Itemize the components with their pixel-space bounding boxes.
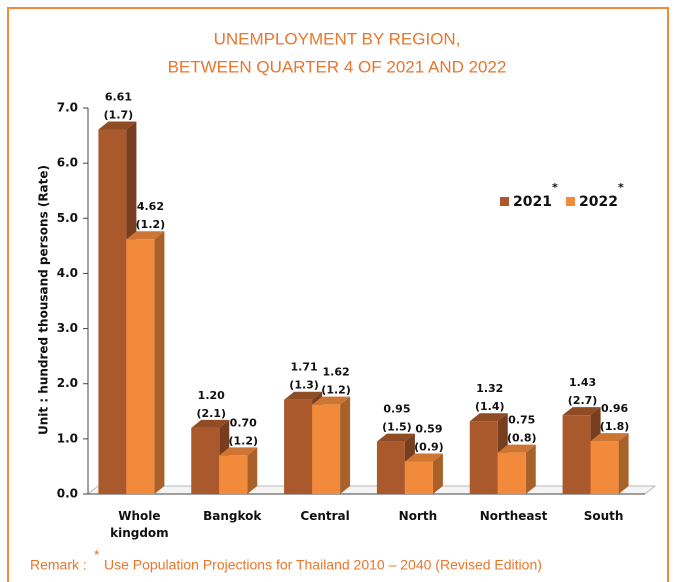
rate-label: (0.9) <box>414 440 444 453</box>
y-tick-label: 2.0 <box>57 376 78 390</box>
rate-label: (2.1) <box>196 407 226 420</box>
bar <box>191 427 220 494</box>
x-tick-label-box: Central <box>300 509 350 523</box>
bar-top <box>404 453 443 462</box>
bar <box>219 455 248 494</box>
legend-swatch <box>566 197 575 206</box>
x-tick-label-box: South <box>583 509 624 523</box>
value-label: 6.61 <box>105 91 132 104</box>
x-tick-label: Bangkok <box>203 509 262 523</box>
bar-top <box>312 396 351 405</box>
bar-top <box>284 391 323 400</box>
bar <box>562 415 591 494</box>
remark-marker: * <box>94 547 100 563</box>
bar <box>404 461 433 494</box>
y-tick-label: 6.0 <box>57 156 78 170</box>
value-label: 1.71 <box>291 361 318 374</box>
legend-label: 2021 <box>513 194 552 210</box>
bar-top <box>562 407 601 416</box>
bar-top <box>219 447 258 456</box>
bar-top <box>590 433 629 442</box>
value-label: 0.96 <box>601 402 628 415</box>
bar-top <box>376 433 415 442</box>
bar-side <box>154 231 165 495</box>
bar-side <box>618 433 629 494</box>
x-tick-label: North <box>398 509 438 523</box>
bar-top <box>126 231 165 240</box>
value-label: 0.70 <box>230 416 257 429</box>
x-tick-label: Northeast <box>479 509 548 523</box>
legend-marker: * <box>618 181 624 194</box>
rate-label: (2.7) <box>568 394 598 407</box>
bar-side <box>340 396 351 494</box>
y-tick-label: 1.0 <box>57 431 78 445</box>
legend-swatch <box>500 197 509 206</box>
value-label: 0.75 <box>508 414 535 427</box>
y-tick-label: 5.0 <box>57 211 78 225</box>
value-label: 0.95 <box>383 403 410 416</box>
bar-side <box>247 447 258 494</box>
remark: Use Population Projections for Thailand … <box>104 557 542 573</box>
rate-label: (1.7) <box>104 109 134 122</box>
value-label: 1.32 <box>476 382 503 395</box>
bar-top <box>497 444 536 453</box>
bar <box>376 441 405 494</box>
chart-title: UNEMPLOYMENT BY REGION, <box>214 29 461 48</box>
bar-top <box>98 121 137 130</box>
value-label: 1.62 <box>323 366 350 379</box>
bar <box>312 404 341 494</box>
frame <box>7 7 669 582</box>
value-label: 0.59 <box>415 422 442 435</box>
rate-label: (1.2) <box>228 434 258 447</box>
rate-label: (1.4) <box>475 400 505 413</box>
remark-label: Remark : <box>30 557 87 573</box>
y-tick-label: 3.0 <box>57 321 78 335</box>
bar <box>590 441 619 494</box>
value-label: 1.43 <box>569 376 596 389</box>
y-tick-label: 7.0 <box>57 101 78 115</box>
y-axis-title: Unit : hundred thousand persons (Rate) <box>37 165 51 435</box>
bar-side <box>432 453 443 494</box>
legend-label: 2022 <box>579 194 618 210</box>
x-tick-label-box: North <box>398 509 438 523</box>
x-tick-label: Whole kingdom <box>110 509 169 540</box>
legend-marker: * <box>552 181 558 194</box>
x-tick-label-box: Northeast <box>479 509 548 523</box>
bar <box>98 129 127 494</box>
chart-title: BETWEEN QUARTER 4 OF 2021 AND 2022 <box>168 57 507 76</box>
y-tick-label: 4.0 <box>57 266 78 280</box>
bar-top <box>191 419 230 428</box>
x-tick-label: Central <box>300 509 350 523</box>
rate-label: (1.5) <box>382 421 412 434</box>
bar <box>469 421 498 494</box>
value-label: 1.20 <box>198 389 225 402</box>
rate-label: (1.2) <box>321 384 351 397</box>
x-tick-label-box: Whole kingdom <box>110 509 169 540</box>
rate-label: (1.3) <box>289 379 319 392</box>
bar <box>126 239 155 494</box>
rate-label: (1.8) <box>600 420 630 433</box>
rate-label: (0.8) <box>507 432 537 445</box>
bar <box>497 452 526 494</box>
value-label: 4.62 <box>137 200 164 213</box>
x-tick-label: South <box>583 509 624 523</box>
bar-top <box>469 413 508 422</box>
bar-side <box>525 444 536 494</box>
bar <box>284 399 313 494</box>
rate-label: (1.2) <box>136 218 166 231</box>
x-tick-label-box: Bangkok <box>203 509 262 523</box>
y-tick-label: 0.0 <box>57 487 78 501</box>
